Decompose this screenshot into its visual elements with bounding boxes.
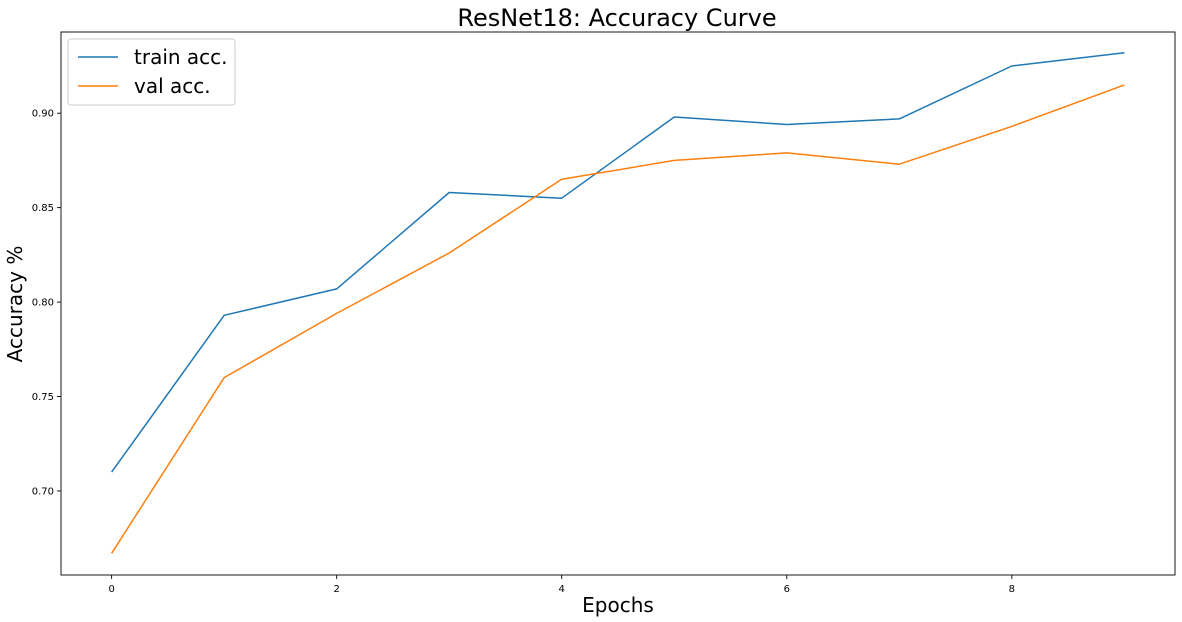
y-tick-label: 0.70 [32,486,54,497]
series-line-train [110,52,1125,473]
plot-area: 0 2 4 6 8 0.70 0.75 0.80 0.85 0.90 [32,31,1176,595]
x-tick-label: 6 [784,584,790,595]
y-tick-label: 0.85 [32,203,54,214]
x-tick-label: 8 [1009,584,1015,595]
legend-label-train: train acc. [134,45,228,69]
y-tick-label: 0.75 [32,392,54,403]
plot-frame [60,31,1176,576]
x-tick-label: 2 [333,584,339,595]
chart-title: ResNet18: Accuracy Curve [457,4,776,32]
y-tick-label: 0.80 [32,298,54,309]
legend: train acc. val acc. [67,38,236,106]
x-axis-label: Epochs [582,593,654,617]
y-axis-ticks: 0.70 0.75 0.80 0.85 0.90 [32,109,61,497]
y-tick-label: 0.90 [32,109,54,120]
y-axis-label: Accuracy % [3,246,27,363]
legend-label-val: val acc. [134,74,211,98]
series-line-val [110,84,1125,554]
series-lines [110,52,1125,554]
x-tick-label: 4 [559,584,565,595]
legend-box [67,38,236,106]
x-tick-label: 0 [108,584,114,595]
x-axis-ticks: 0 2 4 6 8 [108,575,1015,595]
